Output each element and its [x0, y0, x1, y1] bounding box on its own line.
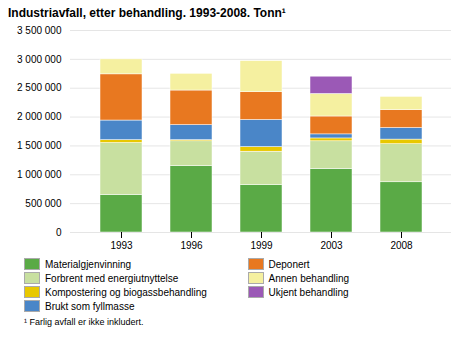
svg-text:3 500 000: 3 500 000: [17, 25, 62, 36]
svg-text:1 000 000: 1 000 000: [17, 169, 62, 180]
html-text:Ukjent behandling: Ukjent behandling: [268, 286, 349, 298]
html-text:Industriavfall, etter behandli: Industriavfall, etter behandling. 1993-2…: [8, 6, 286, 20]
html-text:Kompostering og biogassbehandl: Kompostering og biogassbehandling: [45, 286, 207, 298]
html-text:Forbrent med energiutnyttelse: Forbrent med energiutnyttelse: [45, 272, 179, 284]
html-text:Deponert: Deponert: [268, 258, 310, 270]
svg-text:2008: 2008: [390, 240, 413, 251]
html-text:Materialgjenvinning: Materialgjenvinning: [45, 258, 132, 270]
html-text:¹ Farlig avfall er ikke inklud: ¹ Farlig avfall er ikke inkludert.: [24, 317, 144, 327]
svg-text:1993: 1993: [110, 240, 133, 251]
svg-text:1 500 000: 1 500 000: [17, 140, 62, 151]
svg-text:2 500 000: 2 500 000: [17, 82, 62, 93]
svg-text:1996: 1996: [180, 240, 203, 251]
svg-text:1999: 1999: [250, 240, 273, 251]
svg-text:2 000 000: 2 000 000: [17, 111, 62, 122]
svg-text:500 000: 500 000: [25, 198, 62, 209]
svg-text:0: 0: [56, 227, 62, 238]
svg-text:3 000 000: 3 000 000: [17, 54, 62, 65]
svg-text:2003: 2003: [320, 240, 343, 251]
html-text:Annen behandling: Annen behandling: [268, 272, 350, 284]
html-text:Brukt som fyllmasse: Brukt som fyllmasse: [45, 300, 135, 312]
